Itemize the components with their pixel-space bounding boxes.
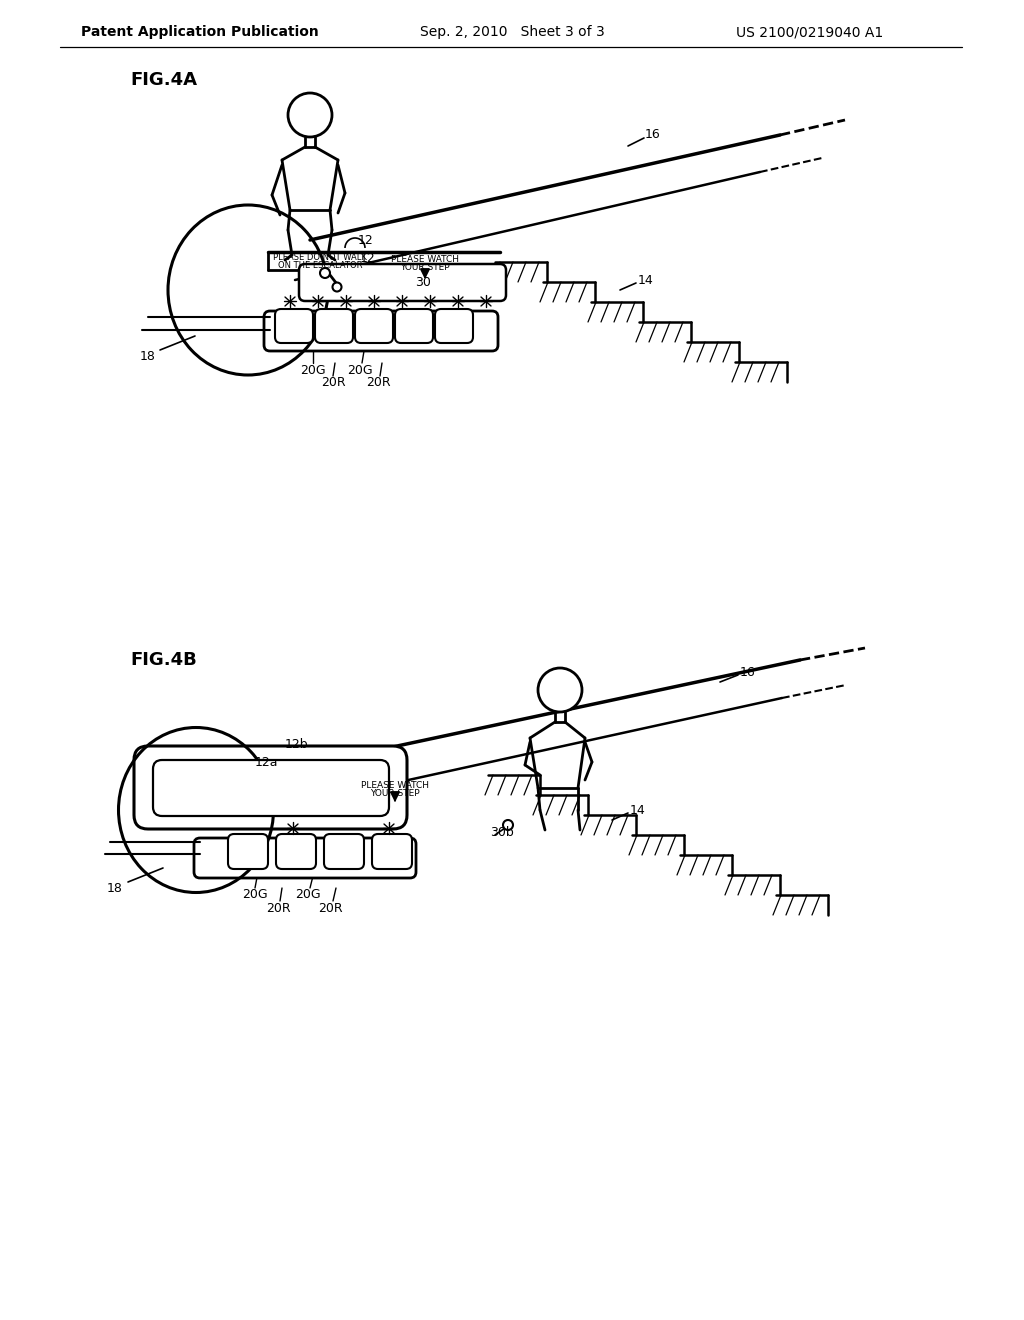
- Text: 12b: 12b: [285, 738, 308, 751]
- Text: 12: 12: [360, 252, 376, 264]
- Text: 14: 14: [630, 804, 646, 817]
- Text: PLEASE DO NOT WALK: PLEASE DO NOT WALK: [273, 253, 367, 263]
- Text: 20R: 20R: [321, 376, 345, 389]
- Text: PLEASE WATCH: PLEASE WATCH: [361, 780, 429, 789]
- FancyBboxPatch shape: [435, 309, 473, 343]
- Text: 20G: 20G: [347, 363, 373, 376]
- FancyBboxPatch shape: [153, 760, 389, 816]
- Text: 14: 14: [638, 273, 653, 286]
- Text: 12: 12: [358, 234, 374, 247]
- Circle shape: [288, 92, 332, 137]
- Text: 20R: 20R: [265, 902, 291, 915]
- Text: YOUR STEP: YOUR STEP: [400, 264, 450, 272]
- FancyBboxPatch shape: [264, 312, 498, 351]
- Text: 20G: 20G: [300, 363, 326, 376]
- Text: PLEASE WATCH: PLEASE WATCH: [391, 256, 459, 264]
- Text: 18: 18: [140, 351, 156, 363]
- Text: FIG.4A: FIG.4A: [130, 71, 197, 88]
- Text: YOUR STEP: YOUR STEP: [371, 788, 420, 797]
- Text: 16: 16: [645, 128, 660, 141]
- FancyBboxPatch shape: [134, 746, 407, 829]
- Circle shape: [319, 268, 330, 279]
- Text: 20G: 20G: [243, 888, 268, 902]
- Text: Patent Application Publication: Patent Application Publication: [81, 25, 318, 40]
- Text: ON THE ESCALATOR: ON THE ESCALATOR: [278, 260, 362, 269]
- Text: US 2100/0219040 A1: US 2100/0219040 A1: [736, 25, 884, 40]
- Text: 20R: 20R: [366, 376, 390, 389]
- Text: 30: 30: [415, 276, 431, 289]
- Text: 20G: 20G: [295, 888, 321, 902]
- FancyBboxPatch shape: [315, 309, 353, 343]
- FancyBboxPatch shape: [299, 264, 506, 301]
- FancyBboxPatch shape: [395, 309, 433, 343]
- Text: 18: 18: [108, 882, 123, 895]
- Text: 16: 16: [740, 665, 756, 678]
- FancyBboxPatch shape: [355, 309, 393, 343]
- FancyBboxPatch shape: [276, 834, 316, 869]
- Text: 20R: 20R: [317, 902, 342, 915]
- FancyBboxPatch shape: [372, 834, 412, 869]
- Text: 12a: 12a: [255, 755, 279, 768]
- Circle shape: [538, 668, 582, 711]
- FancyBboxPatch shape: [194, 838, 416, 878]
- FancyBboxPatch shape: [228, 834, 268, 869]
- Text: 30b: 30b: [490, 825, 514, 838]
- Text: Sep. 2, 2010   Sheet 3 of 3: Sep. 2, 2010 Sheet 3 of 3: [420, 25, 604, 40]
- Circle shape: [333, 282, 341, 292]
- FancyBboxPatch shape: [324, 834, 364, 869]
- Circle shape: [503, 820, 513, 830]
- Text: FIG.4B: FIG.4B: [130, 651, 197, 669]
- FancyBboxPatch shape: [275, 309, 313, 343]
